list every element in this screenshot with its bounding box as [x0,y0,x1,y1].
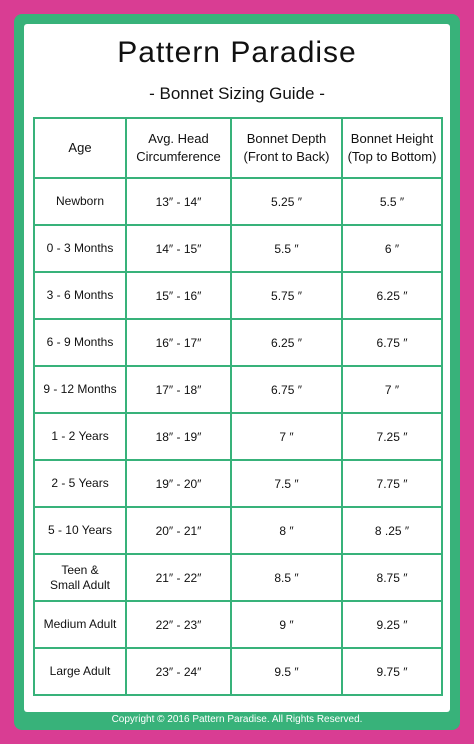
age-cell: Newborn [33,177,127,226]
age-cell: 6 - 9 Months [33,318,127,367]
height-cell: 8.75 ″ [341,553,443,602]
page-subtitle: - Bonnet Sizing Guide - [149,84,325,103]
height-cell: 9.25 ″ [341,600,443,649]
height-cell: 9.75 ″ [341,647,443,696]
table-header-row: Age Avg. Head Circumference Bonnet Depth(… [33,117,443,179]
head-cell: 17″ - 18″ [125,365,232,414]
height-cell: 6.75 ″ [341,318,443,367]
head-cell: 14″ - 15″ [125,224,232,273]
copyright-footer: Copyright © 2016 Pattern Paradise. All R… [111,714,363,725]
table-row: Large Adult 23″ - 24″ 9.5 ″ 9.75 ″ [33,647,443,696]
head-cell: 22″ - 23″ [125,600,232,649]
head-cell: 21″ - 22″ [125,553,232,602]
head-cell: 23″ - 24″ [125,647,232,696]
depth-cell: 9.5 ″ [230,647,343,696]
height-cell: 8 .25 ″ [341,506,443,555]
header-bonnet-height: Bonnet Height (Top to Bottom) [341,117,443,179]
age-cell: Large Adult [33,647,127,696]
head-cell: 20″ - 21″ [125,506,232,555]
age-cell: Teen & Small Adult [33,553,127,602]
height-cell: 7.25 ″ [341,412,443,461]
table-row: 3 - 6 Months 15″ - 16″ 5.75 ″ 6.25 ″ [33,271,443,320]
table-row: 0 - 3 Months 14″ - 15″ 5.5 ″ 6 ″ [33,224,443,273]
head-cell: 18″ - 19″ [125,412,232,461]
table-row: Teen & Small Adult 21″ - 22″ 8.5 ″ 8.75 ″ [33,553,443,602]
age-cell: 5 - 10 Years [33,506,127,555]
header-age: Age [33,117,127,179]
sizing-table: Age Avg. Head Circumference Bonnet Depth(… [33,117,443,696]
head-cell: 16″ - 17″ [125,318,232,367]
height-cell: 5.5 ″ [341,177,443,226]
depth-cell: 6.25 ″ [230,318,343,367]
head-cell: 13″ - 14″ [125,177,232,226]
table-row: 6 - 9 Months 16″ - 17″ 6.25 ″ 6.75 ″ [33,318,443,367]
table-row: Newborn 13″ - 14″ 5.25 ″ 5.5 ″ [33,177,443,226]
height-cell: 6 ″ [341,224,443,273]
depth-cell: 7.5 ″ [230,459,343,508]
header-head-circumference: Avg. Head Circumference [125,117,232,179]
header-bonnet-depth: Bonnet Depth (Front to Back) [230,117,343,179]
height-cell: 7 ″ [341,365,443,414]
depth-cell: 8 ″ [230,506,343,555]
depth-cell: 7 ″ [230,412,343,461]
depth-cell: 8.5 ″ [230,553,343,602]
age-cell: 1 - 2 Years [33,412,127,461]
depth-cell: 5.25 ″ [230,177,343,226]
age-cell: 3 - 6 Months [33,271,127,320]
table-row: 2 - 5 Years 19″ - 20″ 7.5 ″ 7.75 ″ [33,459,443,508]
depth-cell: 9 ″ [230,600,343,649]
table-row: 9 - 12 Months 17″ - 18″ 6.75 ″ 7 ″ [33,365,443,414]
age-cell: 0 - 3 Months [33,224,127,273]
depth-cell: 5.75 ″ [230,271,343,320]
head-cell: 19″ - 20″ [125,459,232,508]
depth-cell: 6.75 ″ [230,365,343,414]
age-line-2: Small Adult [49,577,111,592]
table-row: 1 - 2 Years 18″ - 19″ 7 ″ 7.25 ″ [33,412,443,461]
depth-cell: 5.5 ″ [230,224,343,273]
table-row: Medium Adult 22″ - 23″ 9 ″ 9.25 ″ [33,600,443,649]
height-cell: 7.75 ″ [341,459,443,508]
table-row: 5 - 10 Years 20″ - 21″ 8 ″ 8 .25 ″ [33,506,443,555]
page-title: Pattern Paradise [117,36,357,69]
age-cell: 2 - 5 Years [33,459,127,508]
head-cell: 15″ - 16″ [125,271,232,320]
age-cell: 9 - 12 Months [33,365,127,414]
height-cell: 6.25 ″ [341,271,443,320]
age-cell: Medium Adult [33,600,127,649]
age-line-1: Teen & [61,562,99,577]
